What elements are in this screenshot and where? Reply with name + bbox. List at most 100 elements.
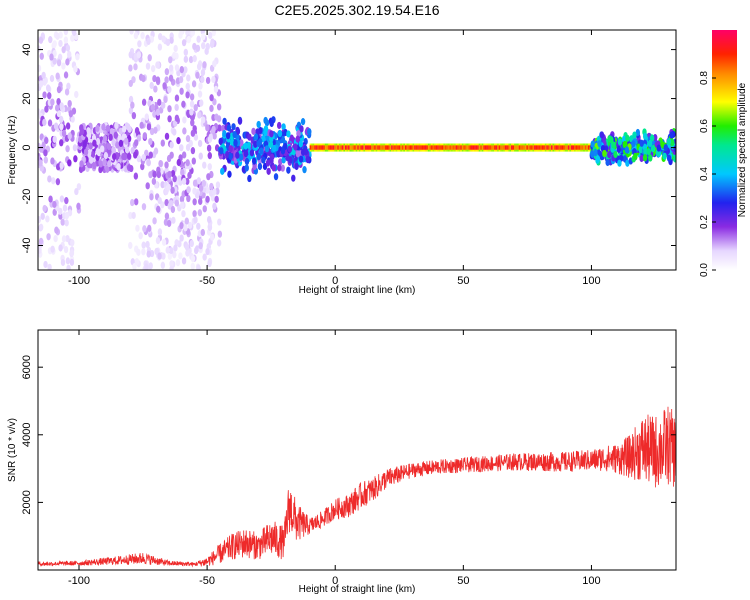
spectrogram-cell (172, 128, 177, 136)
spectrogram-cell (65, 145, 70, 153)
spectrogram-cell (38, 36, 44, 44)
spectrogram-cell (79, 160, 84, 168)
spectrogram-cell (53, 122, 59, 130)
spectrogram-cell (43, 76, 48, 85)
spectrogram-cell (148, 262, 153, 270)
spectrogram-cell (190, 262, 195, 270)
spectrogram-cell (90, 150, 96, 159)
spectrogram-cell (98, 160, 104, 168)
spectrogram-cell (244, 157, 250, 166)
spectrogram-cell (305, 155, 310, 164)
spectrogram-cell (154, 247, 160, 256)
spectrogram-cell (68, 110, 74, 118)
spectrogram-cell (141, 98, 147, 106)
spectrogram-cell (605, 158, 610, 167)
spectrogram-cell (179, 234, 184, 242)
spectrogram-cell (52, 200, 57, 209)
spectrogram-cell (217, 218, 222, 226)
spectrogram-cell (61, 62, 66, 70)
spectrogram-cell (238, 153, 244, 161)
snr-series-line (38, 406, 676, 568)
spectrogram-x-tick-label: 100 (582, 275, 600, 287)
spectrogram-cell (167, 86, 172, 94)
snr-frame (37, 329, 677, 571)
spectrogram-cell (155, 61, 160, 69)
spectrogram-cell (187, 171, 192, 179)
spectrogram-cell (39, 52, 44, 60)
spectrogram-cell (226, 124, 232, 132)
spectrogram-cell (209, 94, 214, 102)
spectrogram-cell (161, 252, 166, 260)
spectrogram-cell (181, 151, 187, 159)
spectrogram-cell (157, 252, 162, 260)
spectrogram-cell (166, 219, 172, 228)
spectrogram-cell (49, 74, 55, 83)
spectrogram-cell (55, 32, 60, 40)
spectrogram-cell (186, 36, 191, 44)
spectrogram-cell (182, 116, 187, 124)
spectrogram-cell (613, 150, 618, 159)
spectrogram-cell (280, 164, 285, 172)
spectrogram-cell (176, 158, 182, 167)
spectrogram-cell (266, 167, 271, 175)
spectrogram-cell (183, 48, 189, 56)
spectrogram-cell (595, 155, 601, 163)
spectrogram-cell (212, 202, 217, 210)
spectrogram-cell (201, 33, 206, 41)
spectrogram-cell (166, 183, 171, 191)
spectrogram-cell (140, 163, 145, 171)
spectrogram-cell (185, 135, 191, 143)
spectrogram-cell (281, 156, 286, 164)
spectrogram-cell (144, 263, 149, 270)
spectrogram-cell (167, 105, 172, 113)
spectrogram-cell (141, 241, 146, 249)
spectrogram-cell (161, 238, 167, 246)
spectrogram-cell (111, 146, 116, 154)
spectrogram-cell (153, 85, 158, 93)
spectrogram-cell (607, 151, 612, 159)
spectrogram-cell (67, 132, 72, 140)
spectrogram-x-tick-label: -100 (68, 275, 90, 287)
spectrogram-cell (147, 224, 152, 232)
spectrogram-cell (197, 209, 203, 217)
spectrogram-cell (108, 133, 113, 142)
spectrogram-cell (133, 31, 139, 40)
spectrogram-cell (173, 244, 178, 252)
spectrogram-cell (164, 198, 169, 207)
spectrogram-cell (259, 147, 264, 155)
colorbar-label: Normalized spectral amplitude (737, 82, 748, 217)
spectrogram-cell (126, 152, 132, 161)
spectrogram-cell (198, 152, 203, 160)
spectrogram-cell (41, 71, 46, 79)
spectrogram-cell (56, 109, 62, 118)
spectrogram-cell (129, 30, 134, 35)
spectrogram-cell (178, 252, 183, 260)
spectrogram-cell (165, 246, 170, 254)
spectrogram-cell (160, 261, 166, 269)
spectrogram-y-tick-label: 40 (21, 43, 33, 55)
spectrogram-cell (156, 205, 161, 213)
spectrogram-cell (64, 88, 70, 96)
snr-panel: -100 -50 0 50 100 2000 4000 6000 Height of str… (7, 329, 677, 595)
spectrogram-cell (277, 164, 282, 172)
spectrogram-cell (227, 170, 232, 178)
spectrogram-cell (597, 140, 602, 148)
spectrogram-cell (211, 125, 216, 133)
spectrogram-cell (61, 129, 67, 137)
spectrogram-panel: -100 -50 0 50 100 -40 -20 0 20 40 Height of stra… (7, 29, 677, 296)
spectrogram-cell (65, 257, 71, 265)
spectrogram-cell (257, 162, 263, 171)
spectrogram-cell (209, 40, 215, 49)
spectrogram-cell (133, 151, 138, 159)
spectrogram-cell (169, 151, 174, 159)
spectrogram-cell (211, 75, 216, 84)
spectrogram-cell (181, 177, 187, 185)
spectrogram-cell (152, 217, 157, 225)
spectrogram-cell (247, 133, 252, 141)
spectrogram-cell (102, 134, 108, 143)
spectrogram-cell (196, 63, 202, 71)
spectrogram-cell (193, 104, 198, 112)
spectrogram-cell (247, 174, 252, 183)
colorbar-tick-label: 0.4 (699, 167, 710, 181)
spectrogram-cell (183, 55, 189, 63)
